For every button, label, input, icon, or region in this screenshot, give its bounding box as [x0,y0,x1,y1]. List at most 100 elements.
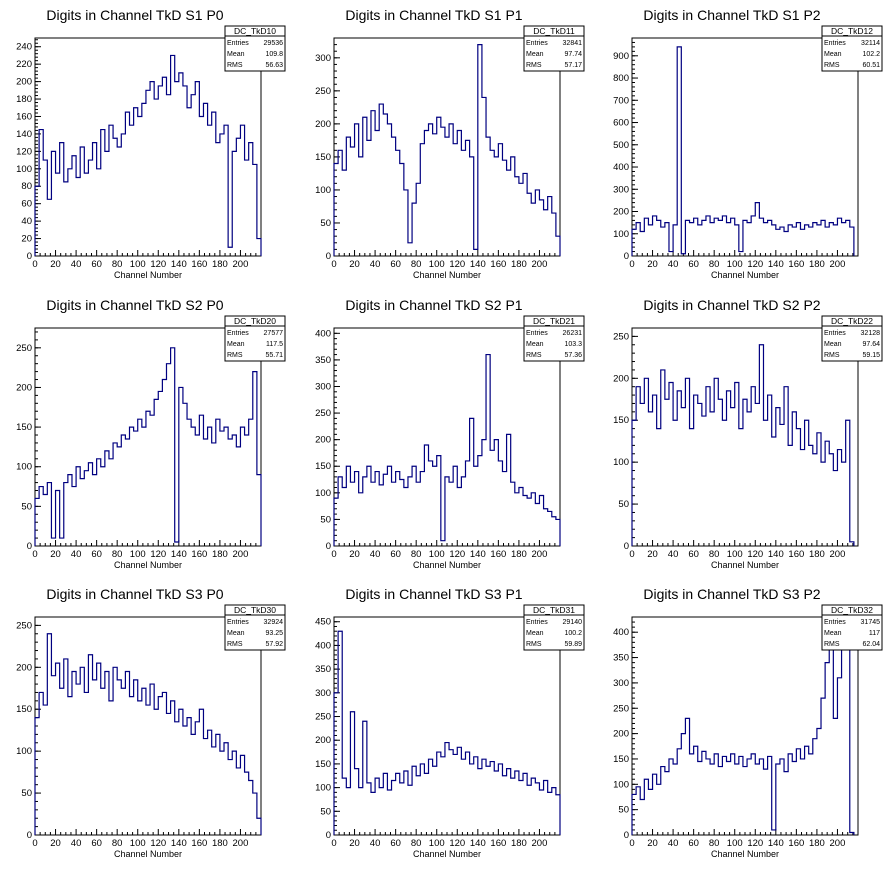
stats-label-entries: Entries [526,40,548,47]
x-tick-label: 100 [727,259,743,270]
stats-box: DC_TkD20 Entries 27577 Mean 117.5 RMS 55.71 [224,315,286,362]
y-tick-label: 240 [16,42,32,53]
panel-title: Digits in Channel TkD S2 P1 [345,297,522,313]
stats-box: DC_TkD10 Entries 29536 Mean 109.8 RMS 56.63 [224,25,286,72]
x-axis-label: Channel Number [711,560,779,570]
x-tick-label: 80 [709,838,720,849]
y-tick-label: 350 [315,355,331,366]
y-tick-label: 150 [315,461,331,472]
x-axis-label: Channel Number [413,560,481,570]
x-tick-label: 60 [390,549,401,560]
stats-value-rms: 59.15 [862,352,880,359]
panel-title: Digits in Channel TkD S1 P2 [643,7,820,23]
stats-box-frame [224,604,286,651]
stats-box-frame [224,25,286,72]
stats-value-mean: 100.2 [564,630,582,637]
x-tick-label: 160 [490,259,506,270]
panel-title: Digits in Channel TkD S2 P0 [46,297,223,313]
stats-label-rms: RMS [824,62,840,69]
x-tick-label: 0 [331,549,336,560]
stats-label-entries: Entries [526,330,548,337]
x-tick-label: 120 [747,259,763,270]
stats-box: DC_TkD22 Entries 32128 Mean 97.64 RMS 59.15 [821,315,883,362]
x-tick-label: 180 [212,259,228,270]
stats-label-rms: RMS [227,62,243,69]
x-tick-label: 0 [629,259,634,270]
stats-value-mean: 97.74 [564,51,582,58]
stats-label-entries: Entries [824,619,846,626]
y-tick-label: 300 [613,184,629,195]
stats-box: DC_TkD11 Entries 32841 Mean 97.74 RMS 57.17 [523,25,585,72]
x-tick-label: 80 [411,549,422,560]
x-tick-label: 200 [830,259,846,270]
y-tick-label: 200 [613,373,629,384]
histogram-panel: Digits in Channel TkD S3 P2 0 20 40 60 80 100 1… [613,586,883,859]
y-tick-label: 200 [16,77,32,88]
x-tick-label: 40 [668,838,679,849]
y-tick-label: 200 [315,119,331,130]
y-tick-label: 50 [21,788,32,799]
stats-name: DC_TkD32 [831,605,873,615]
stats-value-mean: 97.64 [862,341,880,348]
stats-value-rms: 57.17 [564,62,582,69]
y-tick-label: 400 [315,640,331,651]
y-tick-label: 180 [16,94,32,105]
x-tick-label: 140 [768,838,784,849]
y-tick-label: 150 [613,415,629,426]
y-tick-label: 0 [27,541,32,552]
stats-box-frame [821,25,883,72]
y-tick-label: 60 [21,199,32,210]
y-tick-label: 0 [326,251,331,262]
x-tick-label: 20 [50,549,61,560]
x-axis-label: Channel Number [114,270,182,280]
stats-value-rms: 57.36 [564,352,582,359]
x-tick-label: 160 [191,838,207,849]
histogram-series [631,344,855,546]
x-tick-label: 40 [668,549,679,560]
y-tick-label: 0 [624,830,629,841]
y-tick-label: 200 [613,207,629,218]
x-tick-label: 100 [429,259,445,270]
y-tick-label: 200 [613,729,629,740]
x-tick-label: 80 [709,259,720,270]
stats-label-entries: Entries [227,330,249,337]
y-tick-label: 160 [16,111,32,122]
x-tick-label: 20 [349,259,360,270]
x-tick-label: 180 [809,838,825,849]
stats-value-mean: 93.25 [265,630,283,637]
x-tick-label: 40 [71,549,82,560]
x-tick-label: 140 [171,838,187,849]
y-tick-label: 100 [613,779,629,790]
histogram-series [333,44,561,256]
stats-label-rms: RMS [526,352,542,359]
x-tick-label: 180 [809,259,825,270]
x-tick-label: 100 [429,549,445,560]
x-tick-label: 100 [727,838,743,849]
stats-box-frame [523,315,585,362]
y-tick-label: 100 [16,746,32,757]
stats-value-entries: 29536 [264,40,284,47]
x-tick-label: 80 [112,549,123,560]
histogram-series [631,46,855,256]
y-tick-label: 50 [320,806,331,817]
x-tick-label: 140 [768,549,784,560]
stats-box: DC_TkD32 Entries 31745 Mean 117 RMS 62.04 [821,604,883,651]
stats-name: DC_TkD10 [234,26,276,36]
stats-box-frame [821,315,883,362]
x-tick-label: 200 [830,549,846,560]
x-tick-label: 80 [112,259,123,270]
y-tick-label: 50 [320,218,331,229]
stats-value-mean: 117 [869,630,880,637]
x-axis-label: Channel Number [413,849,481,859]
stats-label-entries: Entries [824,330,846,337]
x-tick-label: 140 [470,549,486,560]
y-tick-label: 50 [618,499,629,510]
x-tick-label: 100 [130,259,146,270]
stats-box-frame [523,604,585,651]
stats-label-mean: Mean [227,51,245,58]
panel-title: Digits in Channel TkD S1 P0 [46,7,223,23]
x-tick-label: 180 [212,549,228,560]
histogram-panel: Digits in Channel TkD S2 P0 0 20 40 60 80 100 1… [16,297,286,570]
stats-label-entries: Entries [227,40,249,47]
x-tick-label: 200 [830,838,846,849]
